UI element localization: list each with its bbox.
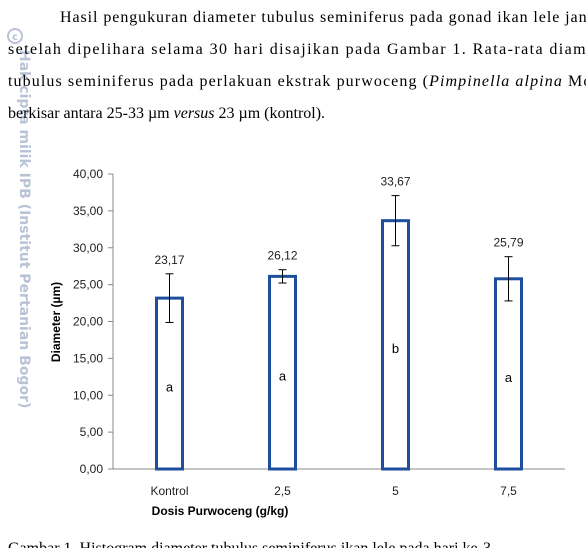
bar <box>381 219 410 471</box>
y-tick-label: 0,00 <box>80 462 104 476</box>
watermark: c Hak cipta milik IPB (Institut Pertania… <box>7 28 32 408</box>
bar <box>494 277 523 471</box>
copyright-icon <box>7 28 23 44</box>
bar <box>268 274 297 471</box>
y-tick-label: 10,00 <box>73 388 103 402</box>
x-axis-label: Dosis Purwoceng (g/kg) <box>152 504 289 518</box>
x-tick-label: 7,5 <box>500 484 517 498</box>
paragraph-line: berkisar antara 25-33 µm versus 23 µm (k… <box>8 105 325 122</box>
y-tick-label: 25,00 <box>73 278 103 292</box>
value-label: 33,67 <box>380 175 410 189</box>
y-tick-label: 35,00 <box>73 204 103 218</box>
y-axis-label: Diameter (µm) <box>49 282 63 362</box>
text-run: Hasil pengukuran diameter tubulus semini… <box>60 9 586 26</box>
value-label: 23,17 <box>154 253 184 267</box>
annotation: b <box>392 341 399 356</box>
x-tick-label: 5 <box>392 484 399 498</box>
y-tick-label: 5,00 <box>80 425 104 439</box>
caption: Gambar 1. Histogram diameter tubulus sem… <box>8 540 491 548</box>
text-run: berkisar antara 25-33 µm <box>8 105 174 122</box>
x-tick-label: Kontrol <box>150 484 188 498</box>
paragraph-line: Hasil pengukuran diameter tubulus semini… <box>60 9 586 26</box>
error-bar <box>278 269 287 284</box>
y-tick-label: 40,00 <box>73 167 103 181</box>
annotation: a <box>166 380 174 395</box>
value-label: 26,12 <box>267 249 297 263</box>
text-run: setelah dipelihara selama 30 hari disaji… <box>8 41 586 58</box>
text-run: versus <box>174 105 215 122</box>
y-tick-label: 15,00 <box>73 351 103 365</box>
annotation: a <box>505 370 513 385</box>
text-run: tubulus seminiferus pada perlakuan ekstr… <box>8 73 428 90</box>
paragraph-line: tubulus seminiferus pada perlakuan ekstr… <box>8 73 586 90</box>
error-bar <box>165 273 174 323</box>
text-run: 23 µm (kontrol). <box>215 105 326 122</box>
y-tick-label: 30,00 <box>73 241 103 255</box>
text-run: Molk <box>563 73 586 90</box>
y-tick-label: 20,00 <box>73 315 103 329</box>
error-bar <box>504 256 513 302</box>
paragraph-line: setelah dipelihara selama 30 hari disaji… <box>8 41 586 58</box>
annotation: a <box>279 369 287 384</box>
error-bar <box>391 195 400 247</box>
value-label: 25,79 <box>493 236 523 250</box>
x-tick-label: 2,5 <box>274 484 291 498</box>
copyright-c: c <box>12 32 18 43</box>
watermark-text: Hak cipta milik IPB (Institut Pertanian … <box>16 50 32 408</box>
text-run: Pimpinella alpina <box>428 73 562 90</box>
